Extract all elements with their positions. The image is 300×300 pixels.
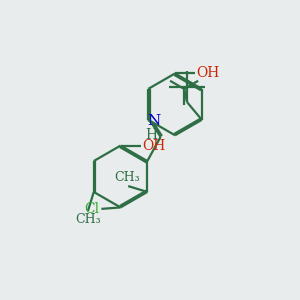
Text: OH: OH xyxy=(142,139,165,153)
Text: Cl: Cl xyxy=(85,202,100,216)
Text: CH₃: CH₃ xyxy=(114,171,140,184)
Text: CH₃: CH₃ xyxy=(75,214,101,226)
Text: H: H xyxy=(145,128,157,142)
Text: OH: OH xyxy=(196,66,220,80)
Text: N: N xyxy=(147,114,161,128)
